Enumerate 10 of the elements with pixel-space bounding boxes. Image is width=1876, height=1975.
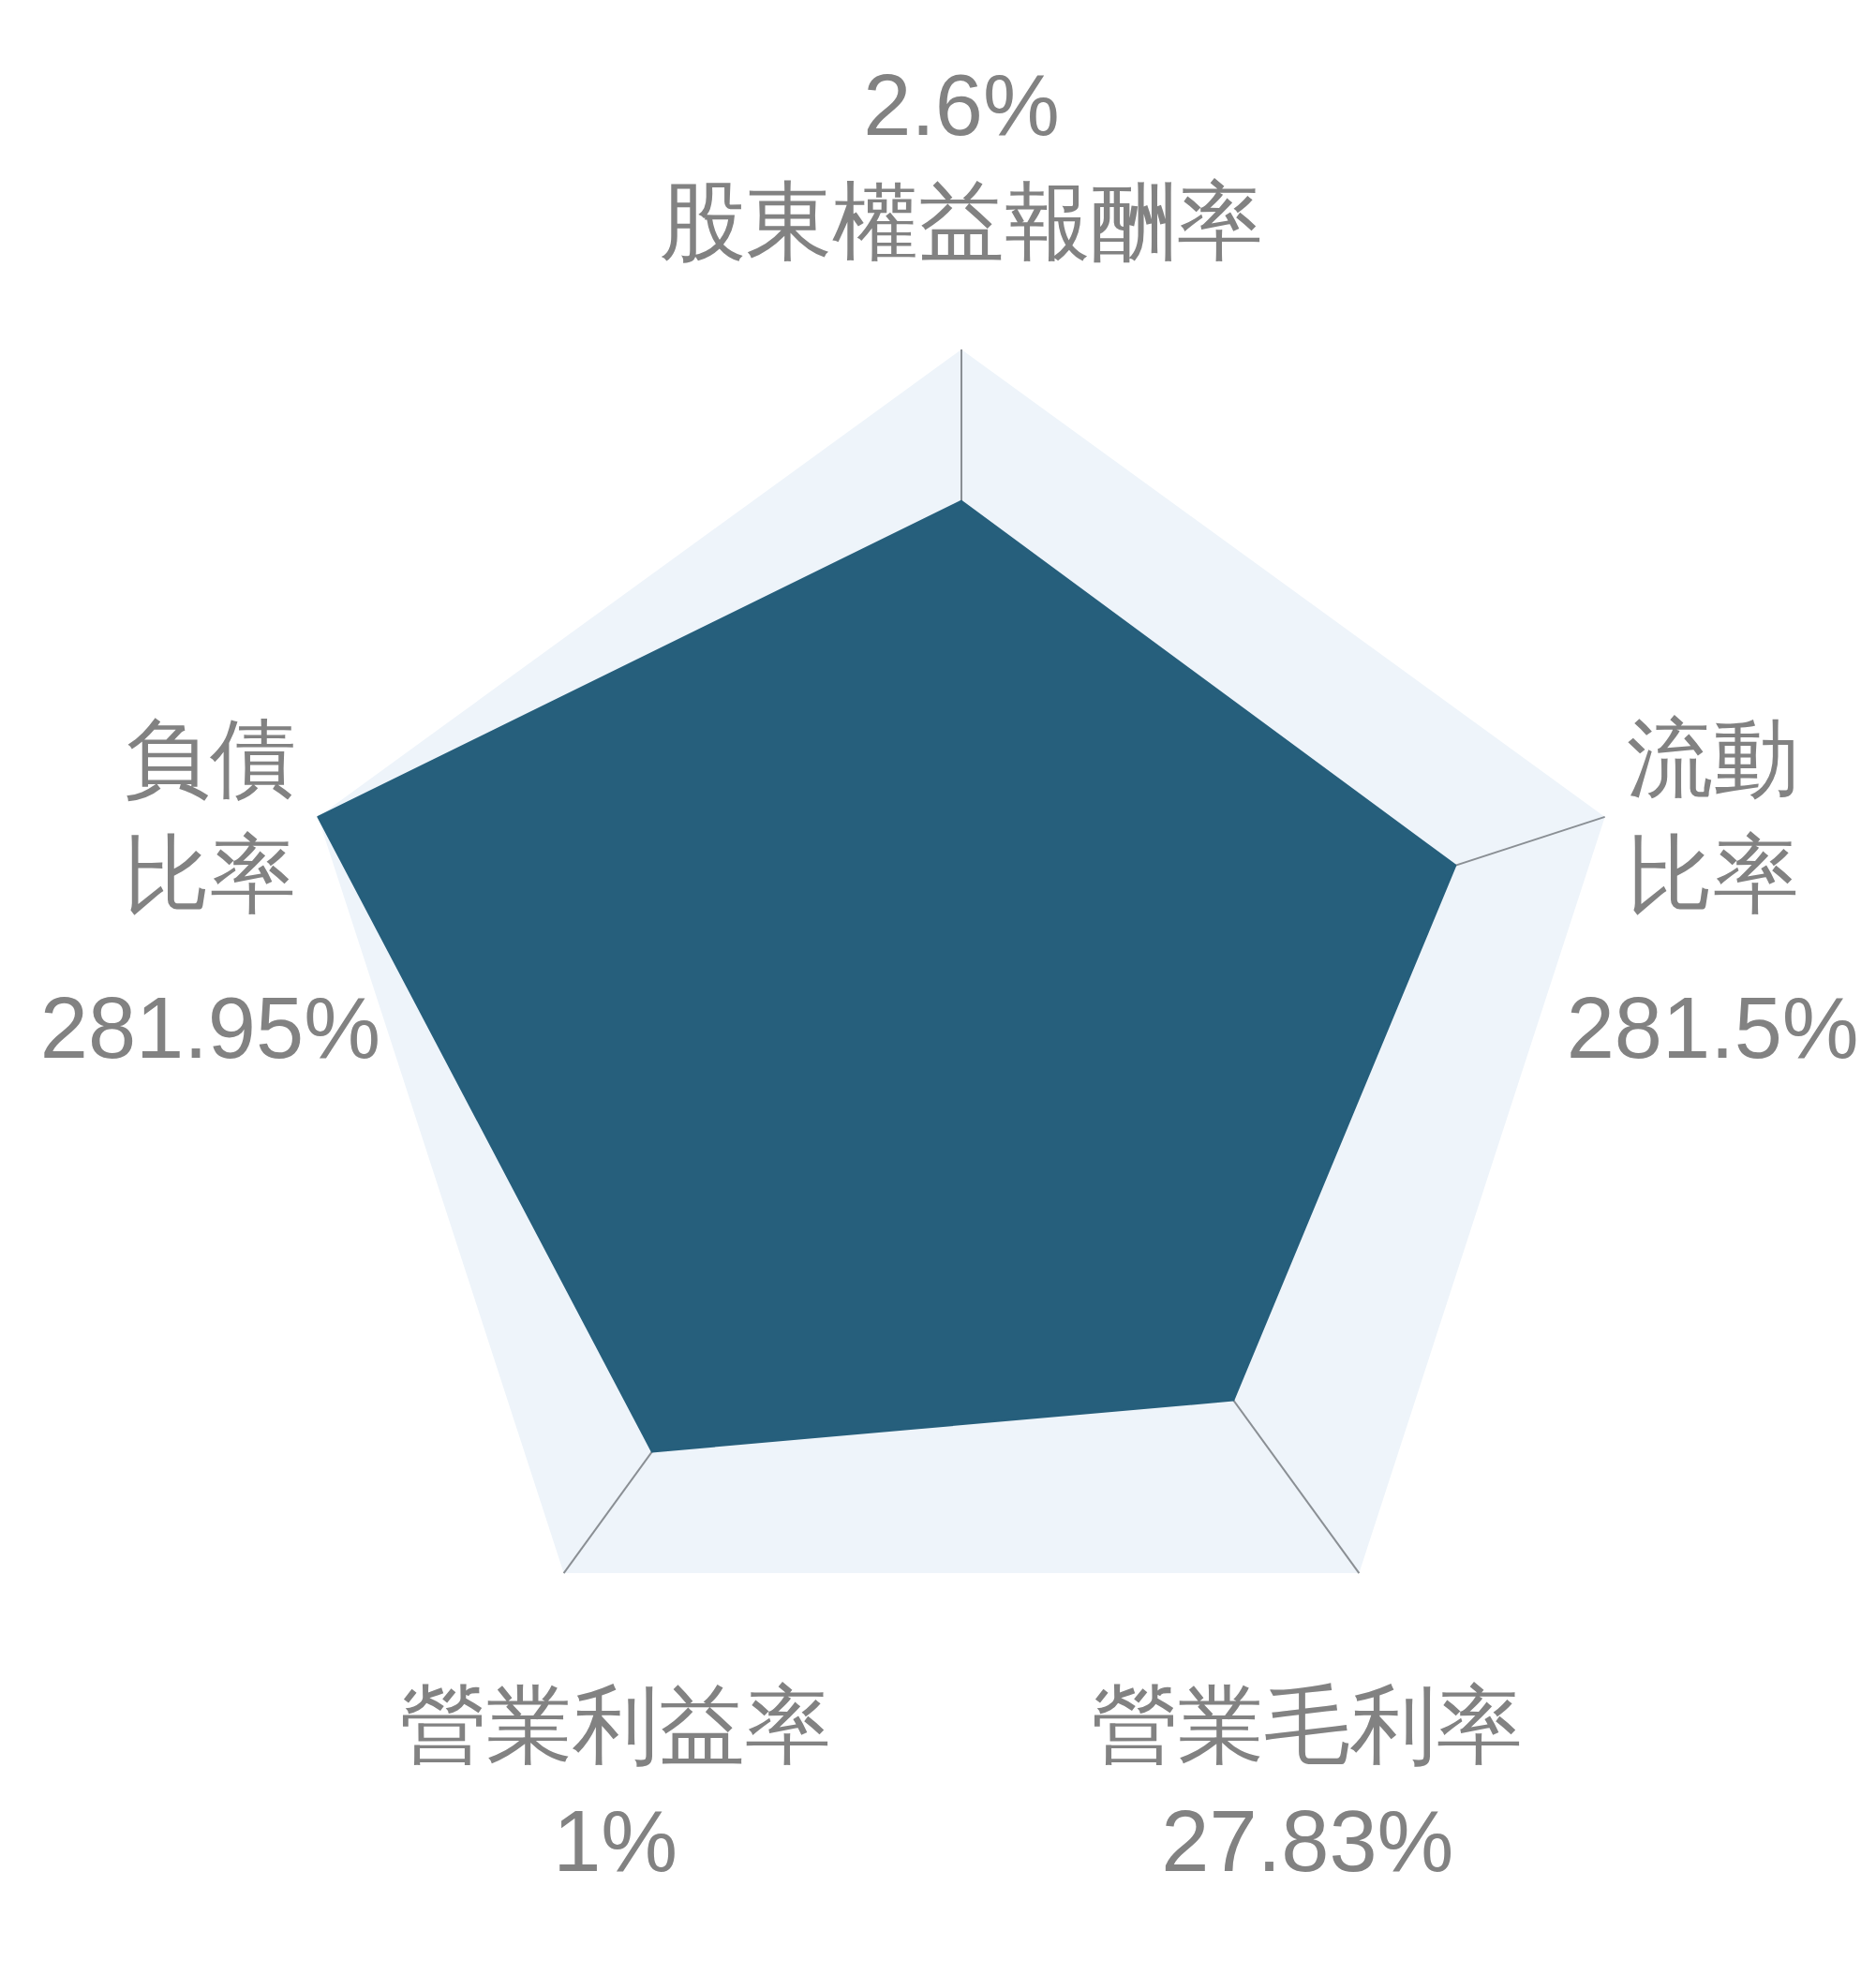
text: 281.5%: [1566, 980, 1859, 1077]
spoke-label: 股東權益報酬率: [660, 173, 1263, 270]
text: 1%: [553, 1793, 678, 1890]
spoke-label: 負債比率: [124, 710, 297, 923]
text: 2.6%: [863, 57, 1060, 154]
spoke-label: 流動比率: [1626, 710, 1799, 923]
text: 27.83%: [1161, 1793, 1454, 1890]
text: 281.95%: [39, 980, 380, 1077]
spoke-label: 營業毛利率: [1092, 1677, 1524, 1774]
spoke-label: 營業利益率: [399, 1677, 831, 1774]
